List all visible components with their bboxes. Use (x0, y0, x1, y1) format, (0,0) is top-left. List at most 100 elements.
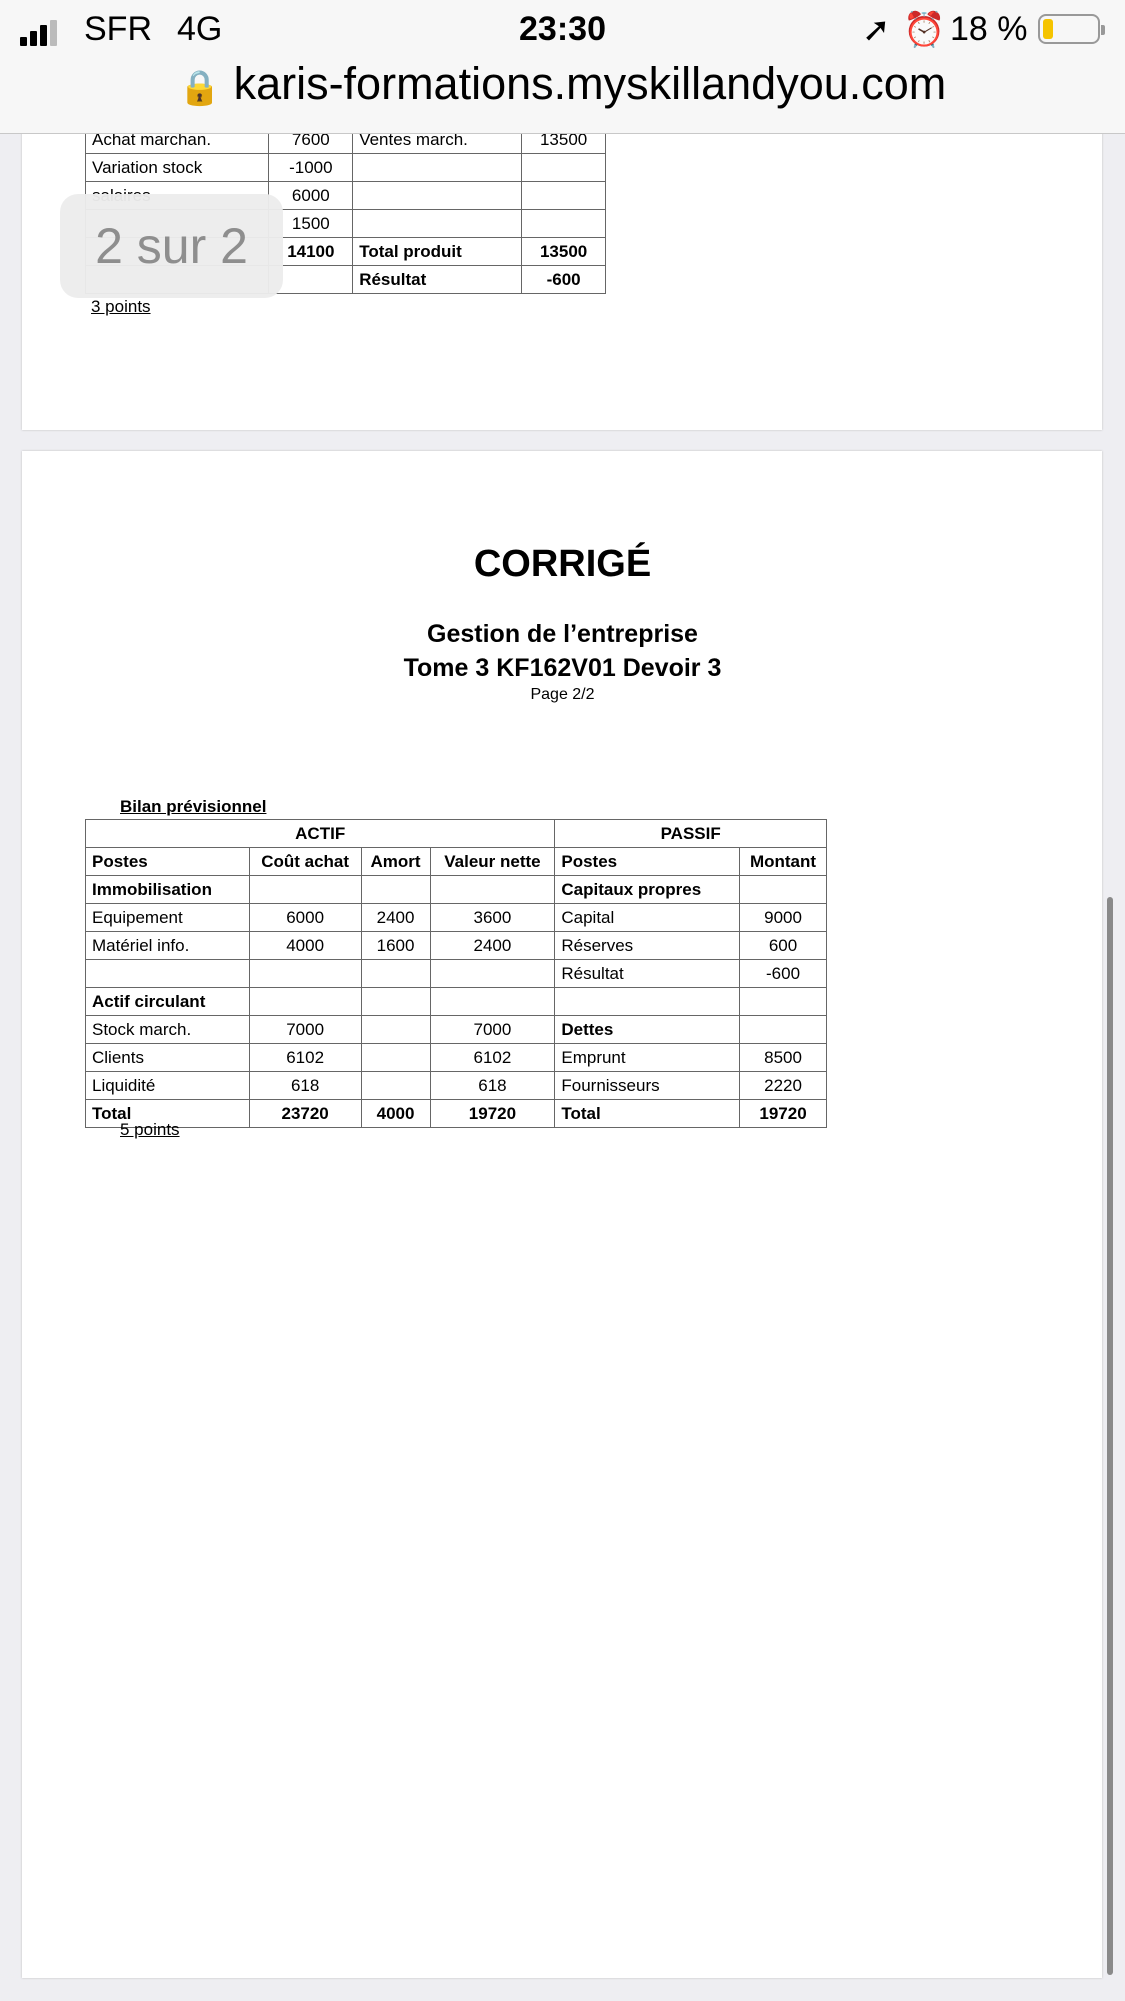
location-icon: ➚ (862, 11, 891, 49)
table-cell: Emprunt (554, 1043, 741, 1072)
table-cell: Immobilisation (85, 875, 250, 904)
page-indicator: 2 sur 2 (60, 194, 283, 298)
table-cell: Clients (85, 1043, 250, 1072)
table-cell: 6102 (248, 1043, 362, 1072)
table-cell: Equipement (85, 903, 250, 932)
table-cell: 3600 (429, 903, 556, 932)
table-cell: 2400 (360, 903, 431, 932)
battery-percent: 18 % (950, 10, 1028, 48)
page-number: Page 2/2 (530, 686, 595, 703)
table-cell (360, 987, 431, 1016)
signal-icon (20, 20, 57, 46)
table-cell (360, 1043, 431, 1072)
table-cell: Capitaux propres (554, 875, 741, 904)
table-cell: Total (85, 1099, 250, 1128)
table-row: Immobilisation Capitaux propres (85, 875, 827, 904)
table-cell: 1600 (360, 931, 431, 960)
table-cell: 600 (739, 931, 827, 960)
table-row: Matériel info. 4000 1600 2400 Réserves 600 (85, 931, 827, 960)
url-text: karis-formations.myskillandyou.com (233, 58, 947, 109)
network: 4G (177, 10, 223, 48)
header-row: Postes Coût achat Amort Valeur nette Postes M… (85, 847, 827, 876)
table-cell: 7000 (248, 1015, 362, 1044)
table-cell: 9000 (739, 903, 827, 932)
column-header: Valeur nette (429, 847, 556, 876)
table-row: Total 23720 4000 19720 Total 19720 (85, 1099, 827, 1128)
table-cell (360, 959, 431, 988)
table-cell (352, 209, 523, 238)
scrollbar[interactable] (1107, 897, 1113, 1975)
doc-subtitle-2: Tome 3 KF162V01 Devoir 3 (403, 654, 722, 682)
table-cell: -600 (521, 265, 606, 294)
table-cell (739, 987, 827, 1016)
table-cell: Capital (554, 903, 741, 932)
alarm-icon: ⏰ (903, 11, 946, 49)
table-cell: 6102 (429, 1043, 556, 1072)
table-cell: Total produit (352, 237, 523, 266)
table-cell (739, 875, 827, 904)
table-cell (554, 987, 741, 1016)
table-cell (360, 1071, 431, 1100)
table-cell: Actif circulant (85, 987, 250, 1016)
table-cell: Fournisseurs (554, 1071, 741, 1100)
table-cell (85, 959, 250, 988)
table-cell (360, 875, 431, 904)
table-row: Liquidité 618 618 Fournisseurs 2220 (85, 1071, 827, 1100)
bilan-title: Bilan prévisionnel (120, 797, 267, 816)
table-cell (521, 153, 606, 182)
points-label-2: 5 points (120, 1120, 180, 1139)
lock-icon: 🔒 (178, 69, 222, 107)
doc-subtitle: Gestion de l’entreprise (427, 620, 698, 648)
url-bar[interactable]: 🔒 karis-formations.myskillandyou.com (0, 58, 1125, 110)
table-cell: -1000 (268, 153, 354, 182)
table-cell: Variation stock (84, 153, 270, 182)
table-cell: 7000 (429, 1015, 556, 1044)
table-cell: -600 (739, 959, 827, 988)
table-row: Stock march. 7000 7000 Dettes (85, 1015, 827, 1044)
table-row: Variation stock -1000 (84, 153, 606, 182)
status-bar: SFR 4G 23:30 ➚ ⏰ 18 % 🔒 karis-formations… (0, 0, 1125, 134)
points-label: 3 points (91, 297, 151, 316)
table-cell: 4000 (360, 1099, 431, 1128)
table-cell (248, 959, 362, 988)
battery-icon (1038, 14, 1105, 44)
table-row: Résultat -600 (85, 959, 827, 988)
table-cell: Dettes (554, 1015, 741, 1044)
table-cell: Stock march. (85, 1015, 250, 1044)
table-row: Equipement 6000 2400 3600 Capital 9000 (85, 903, 827, 932)
pdf-page-2 (22, 451, 1102, 1978)
table-cell: 4000 (248, 931, 362, 960)
column-header: Montant (739, 847, 827, 876)
table-cell: 8500 (739, 1043, 827, 1072)
table-cell (429, 959, 556, 988)
column-header: Postes (85, 847, 250, 876)
table-cell: Liquidité (85, 1071, 250, 1100)
table-cell: Total (554, 1099, 741, 1128)
table-cell: 6000 (248, 903, 362, 932)
table-cell (248, 987, 362, 1016)
table-cell (248, 875, 362, 904)
table-cell: 2400 (429, 931, 556, 960)
table-cell: 19720 (739, 1099, 827, 1128)
table-cell: Réserves (554, 931, 741, 960)
table-cell: 2220 (739, 1071, 827, 1100)
table-cell (521, 181, 606, 210)
table-cell (429, 875, 556, 904)
table-cell: 19720 (429, 1099, 556, 1128)
table-cell (352, 181, 523, 210)
column-header: Amort (360, 847, 431, 876)
table-cell: 13500 (521, 237, 606, 266)
doc-title: CORRIGÉ (473, 543, 652, 585)
table-cell: 23720 (248, 1099, 362, 1128)
table-row: Actif circulant (85, 987, 827, 1016)
table-cell: 618 (248, 1071, 362, 1100)
actif-header: ACTIF (84, 819, 556, 848)
passif-header: PASSIF (554, 819, 827, 848)
table-cell: 618 (429, 1071, 556, 1100)
table-cell: Matériel info. (85, 931, 250, 960)
column-header: Coût achat (248, 847, 362, 876)
table-cell (739, 1015, 827, 1044)
table-cell (352, 153, 523, 182)
column-header: Postes (554, 847, 741, 876)
bilan-table: ACTIF PASSIF Postes Coût achat Amort Valeur … (84, 819, 827, 1128)
